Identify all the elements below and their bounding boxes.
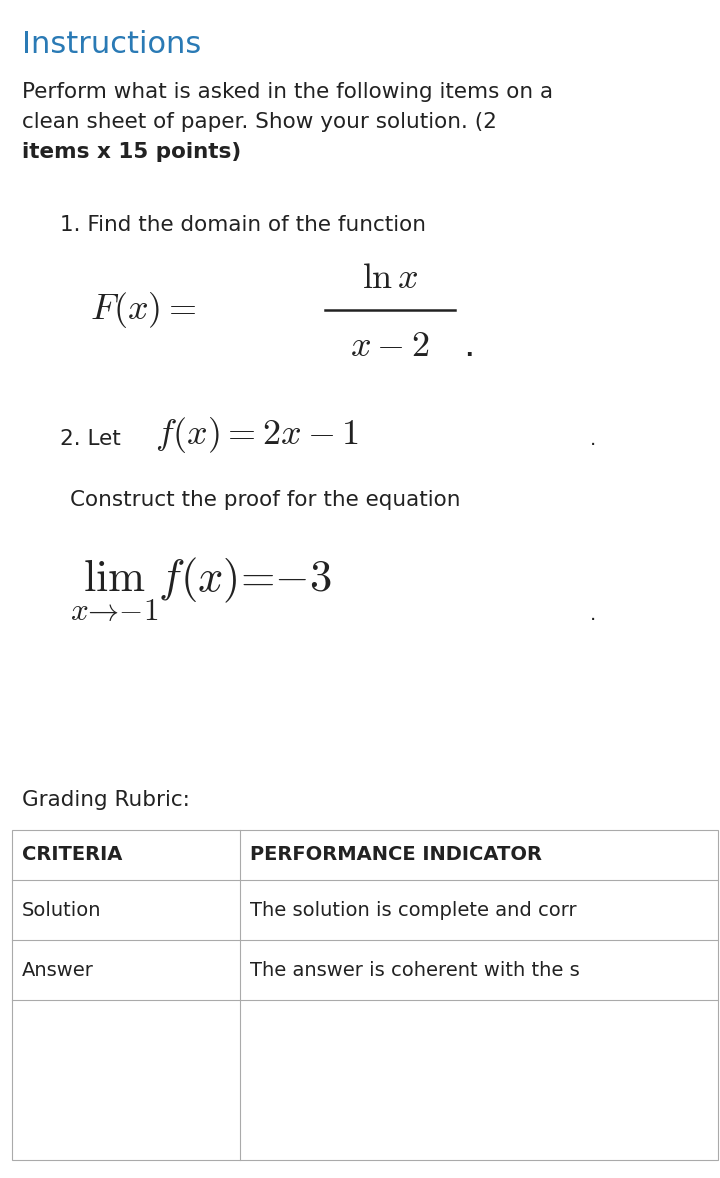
Text: Answer: Answer [22,960,94,979]
Bar [12,830,718,1160]
Text: Grading Rubric:: Grading Rubric: [22,790,190,810]
Text: The answer is coherent with the s: The answer is coherent with the s [250,960,580,979]
Text: $x - 2$: $x - 2$ [350,329,430,363]
Text: 1. Find the domain of the function: 1. Find the domain of the function [60,216,426,234]
Text: .: . [590,605,596,624]
Text: The solution is complete and corr: The solution is complete and corr [250,900,577,920]
Text: .: . [590,430,596,449]
Text: clean sheet of paper. Show your solution. (2: clean sheet of paper. Show your solution… [22,112,497,132]
Text: Perform what is asked in the following items on a: Perform what is asked in the following i… [22,82,553,102]
Text: CRITERIA: CRITERIA [22,846,122,865]
Text: .: . [463,329,474,363]
Text: $F(x) =$: $F(x) =$ [90,290,197,330]
Text: $\ln x$: $\ln x$ [362,262,418,294]
Text: Construct the proof for the equation: Construct the proof for the equation [70,490,461,510]
Text: Solution: Solution [22,900,102,920]
Text: 2. Let: 2. Let [60,429,121,449]
Text: $f(x) = 2x - 1$: $f(x) = 2x - 1$ [155,415,359,455]
Text: items x 15 points): items x 15 points) [22,143,241,163]
Text: PERFORMANCE INDICATOR: PERFORMANCE INDICATOR [250,846,542,865]
Text: $\lim_{x \to -1} f(x) = -3$: $\lim_{x \to -1} f(x) = -3$ [70,555,332,623]
Text: Instructions: Instructions [22,29,202,59]
